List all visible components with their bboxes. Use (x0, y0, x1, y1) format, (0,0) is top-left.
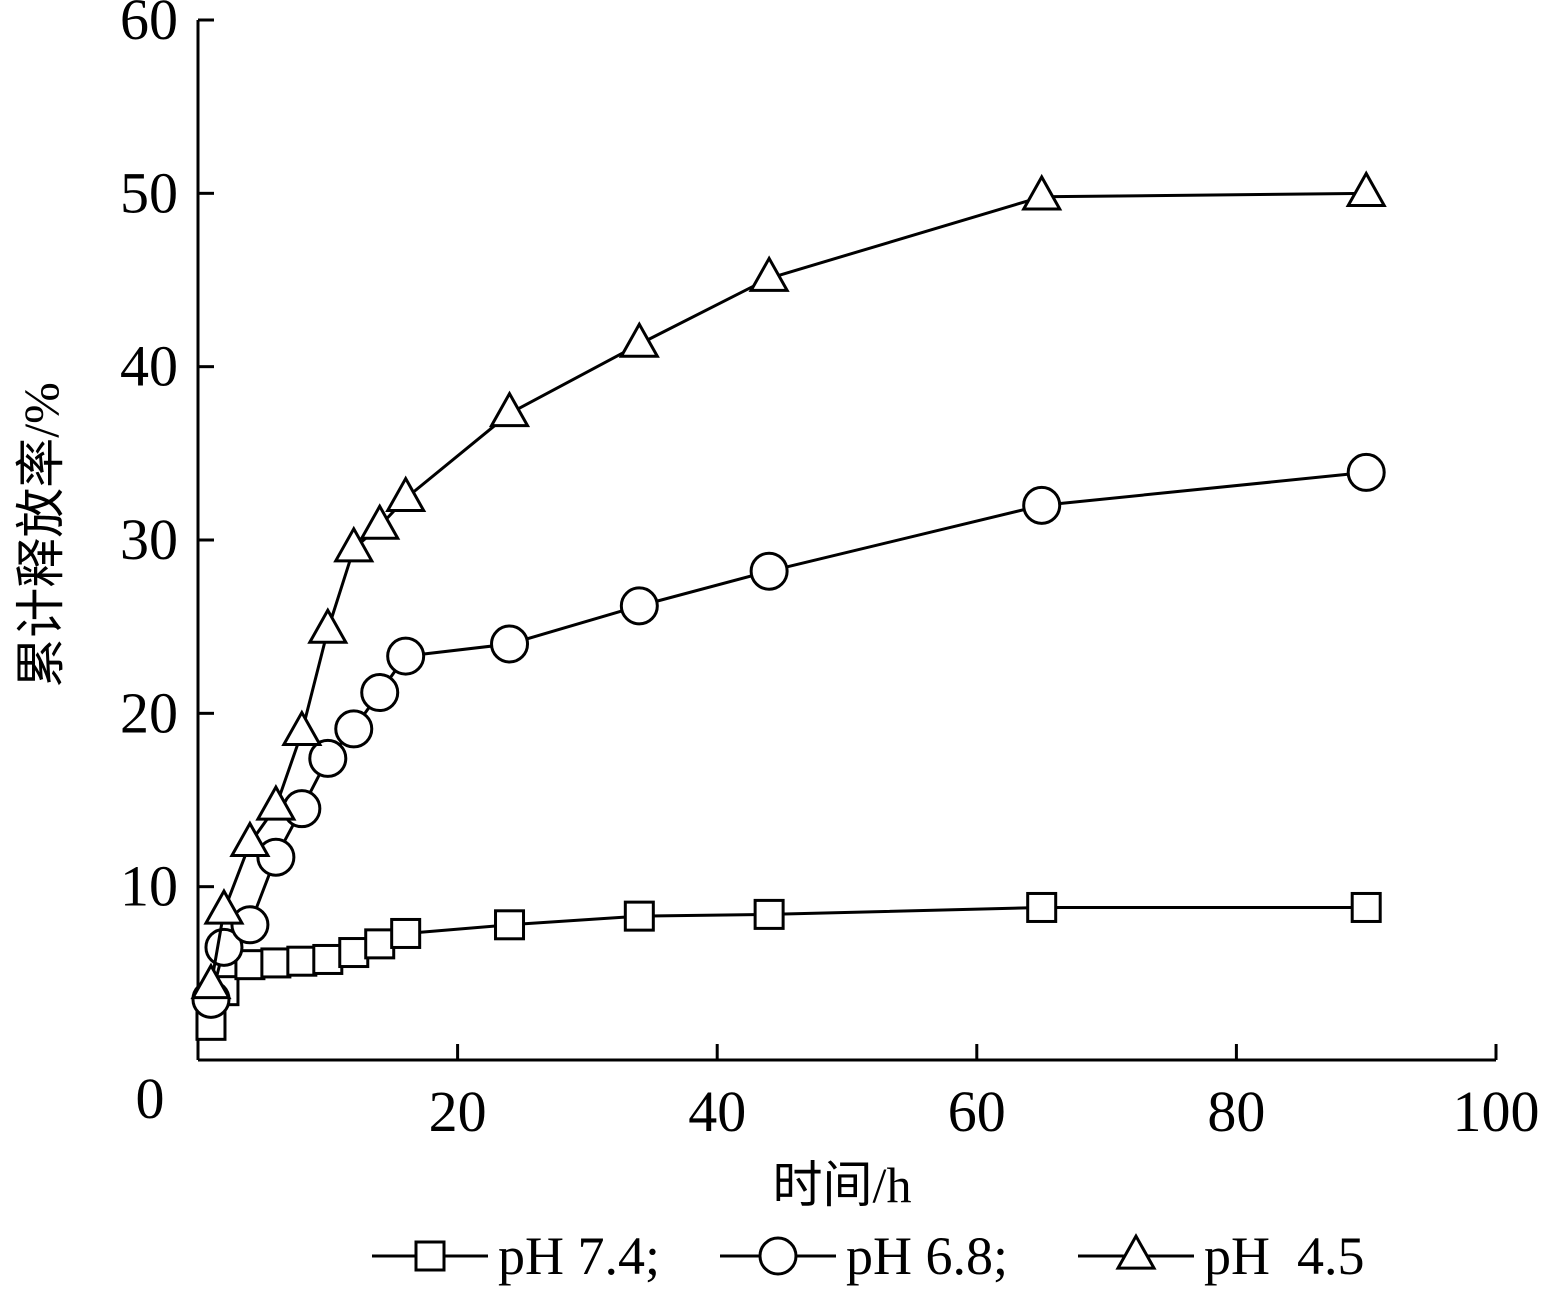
y-tick-label: 50 (120, 160, 178, 225)
series-circle (191, 452, 1386, 1019)
data-point-triangle (359, 503, 401, 540)
data-point-circle (490, 624, 530, 664)
data-point-square (494, 909, 526, 941)
data-point-triangle (190, 962, 232, 1000)
data-point-triangle (618, 321, 660, 358)
series-group (190, 170, 1387, 1041)
data-point-circle (386, 636, 426, 676)
y-tick-label: 60 (120, 0, 178, 52)
data-point-circle (360, 673, 400, 713)
ticks (198, 18, 1498, 1060)
y-tick-label: 40 (120, 334, 178, 399)
axes (196, 20, 1496, 1062)
data-point-square (338, 937, 370, 969)
data-point-square (260, 947, 292, 979)
legend-item: pH 6.8; (720, 1226, 1008, 1286)
data-point-square (753, 898, 785, 930)
series-line (209, 470, 1367, 1000)
data-point-triangle (203, 888, 245, 925)
legend-label: pH 7.4; (498, 1226, 660, 1286)
data-point-triangle (255, 784, 297, 821)
data-point-triangle (307, 607, 349, 644)
data-point-circle (334, 709, 374, 749)
data-point-circle (749, 551, 789, 591)
legend-label: pH 4.5 (1204, 1226, 1365, 1286)
data-point-circle (308, 738, 348, 778)
legend-item: pH 4.5 (1078, 1226, 1365, 1286)
data-point-triangle (1345, 170, 1387, 207)
legend-label: pH 6.8; (846, 1226, 1008, 1286)
x-tick-label: 40 (688, 1079, 746, 1144)
origin-label: 0 (136, 1066, 165, 1131)
y-axis-title: 累计释放率/% (13, 382, 69, 688)
data-point-square (286, 945, 318, 977)
y-tick-label: 20 (120, 680, 178, 745)
y-tick-label: 10 (120, 854, 178, 919)
series-square (195, 891, 1382, 1041)
x-tick-label: 60 (948, 1079, 1006, 1144)
data-point-circle (619, 586, 659, 626)
legend-marker-triangle (1115, 1233, 1157, 1270)
legend-marker-square (414, 1240, 446, 1272)
data-point-triangle (488, 390, 531, 428)
legend-item: pH 7.4; (372, 1226, 660, 1286)
data-point-square (364, 928, 396, 960)
data-point-triangle (748, 255, 790, 292)
data-point-square (1350, 891, 1382, 923)
data-point-triangle (229, 820, 271, 857)
data-point-square (390, 917, 422, 949)
data-point-square (312, 943, 344, 975)
tick-labels: 10 20 30 40 50 60 20 40 60 80 100 (120, 0, 1540, 1144)
legend: pH 7.4; pH 6.8; pH 4.5 (372, 1226, 1365, 1286)
x-tick-label: 20 (429, 1079, 487, 1144)
y-tick-label: 30 (120, 507, 178, 572)
data-point-circle (230, 905, 270, 945)
data-point-square (1026, 891, 1058, 923)
data-point-triangle (385, 475, 427, 513)
legend-marker-circle (758, 1236, 798, 1276)
data-point-circle (1346, 452, 1386, 492)
x-axis-title: 时间/h (773, 1157, 912, 1213)
data-point-triangle (281, 709, 323, 747)
data-point-circle (1022, 485, 1062, 525)
series-line (209, 191, 1367, 986)
data-point-triangle (1021, 173, 1063, 211)
data-point-circle (256, 837, 296, 877)
series-line (209, 905, 1367, 1026)
data-point-square (623, 900, 655, 932)
x-tick-label: 100 (1453, 1079, 1540, 1144)
x-tick-label: 80 (1207, 1079, 1265, 1144)
data-point-triangle (333, 525, 375, 563)
series-triangle (190, 170, 1387, 1000)
